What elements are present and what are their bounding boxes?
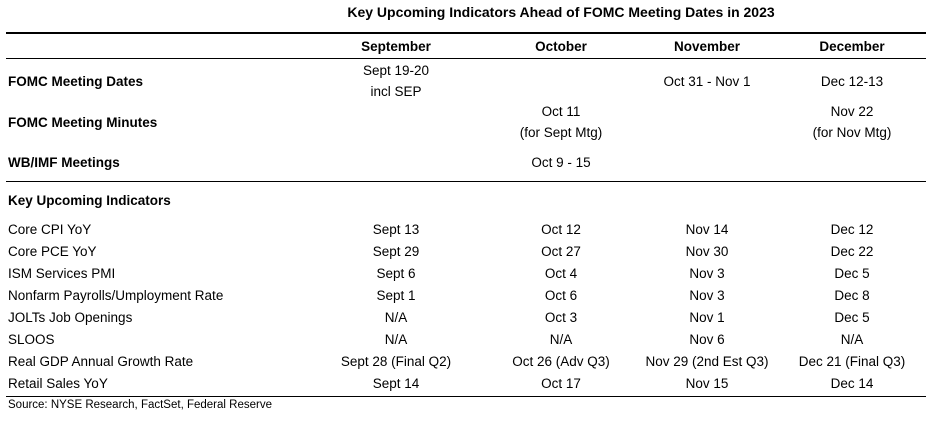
fomc-minutes-october-note: (for Sept Mtg) <box>519 125 603 140</box>
indicator-value: N/A <box>840 332 864 347</box>
indicator-value: Nov 14 <box>685 222 729 237</box>
indicator-value: N/A <box>384 310 408 325</box>
wb-imf-october: Oct 9 - 15 <box>531 155 591 170</box>
row-label-wb-imf-meetings: WB/IMF Meetings <box>8 155 120 170</box>
indicator-value: Sept 14 <box>372 376 420 391</box>
header-october: October <box>535 39 587 54</box>
top-rule <box>6 32 926 34</box>
indicator-value: Nov 6 <box>689 332 725 347</box>
table-title: Key Upcoming Indicators Ahead of FOMC Me… <box>347 4 775 20</box>
indicator-value: Sept 13 <box>372 222 420 237</box>
indicator-value: Dec 5 <box>834 310 870 325</box>
indicator-label: Nonfarm Payrolls/Umployment Rate <box>8 288 224 303</box>
indicator-value: Dec 5 <box>834 266 870 281</box>
indicator-value: Sept 1 <box>376 288 416 303</box>
indicator-label: JOLTs Job Openings <box>8 310 133 325</box>
indicator-label: Retail Sales YoY <box>8 376 108 391</box>
row-label-fomc-meeting-minutes: FOMC Meeting Minutes <box>8 115 158 130</box>
indicator-value: Oct 17 <box>541 376 581 391</box>
indicator-value: Dec 21 (Final Q3) <box>798 354 906 369</box>
indicator-label: SLOOS <box>8 332 55 347</box>
bottom-rule <box>6 396 926 397</box>
indicator-value: Oct 6 <box>544 288 578 303</box>
fomc-dates-september: Sept 19-20 <box>362 63 430 78</box>
fomc-dates-september-note: incl SEP <box>370 84 422 99</box>
fomc-dates-november: Oct 31 - Nov 1 <box>663 74 751 89</box>
indicator-value: Nov 30 <box>685 244 729 259</box>
indicator-value: Sept 29 <box>372 244 420 259</box>
indicator-value: Nov 1 <box>689 310 725 325</box>
row-label-fomc-meeting-dates: FOMC Meeting Dates <box>8 74 144 89</box>
indicator-value: Oct 26 (Adv Q3) <box>512 354 610 369</box>
indicator-label: Core PCE YoY <box>8 244 97 259</box>
indicator-value: Nov 15 <box>685 376 729 391</box>
indicator-value: Dec 22 <box>830 244 874 259</box>
section-rule <box>6 181 926 182</box>
header-november: November <box>673 39 741 54</box>
indicator-label: ISM Services PMI <box>8 266 116 281</box>
indicator-value: Dec 8 <box>834 288 870 303</box>
indicator-value: Nov 3 <box>689 266 725 281</box>
indicators-section-header: Key Upcoming Indicators <box>8 193 171 208</box>
fomc-minutes-december-note: (for Nov Mtg) <box>812 125 892 140</box>
indicator-value: Oct 12 <box>541 222 581 237</box>
indicator-value: Oct 4 <box>544 266 578 281</box>
indicator-value: Nov 29 (2nd Est Q3) <box>645 354 769 369</box>
indicator-label: Core CPI YoY <box>8 222 92 237</box>
indicator-value: Oct 27 <box>541 244 581 259</box>
indicator-value: Sept 28 (Final Q2) <box>340 354 452 369</box>
indicator-value: Nov 3 <box>689 288 725 303</box>
fomc-minutes-october: Oct 11 <box>541 104 581 119</box>
fomc-dates-december: Dec 12-13 <box>820 74 884 89</box>
indicator-value: Dec 12 <box>830 222 874 237</box>
indicator-value: Oct 3 <box>544 310 578 325</box>
header-december: December <box>819 39 885 54</box>
fomc-minutes-december: Nov 22 <box>830 104 874 119</box>
indicator-value: Sept 6 <box>376 266 416 281</box>
indicator-value: Dec 14 <box>830 376 874 391</box>
header-september: September <box>361 39 431 54</box>
source-note: Source: NYSE Research, FactSet, Federal … <box>8 399 272 411</box>
indicator-label: Real GDP Annual Growth Rate <box>8 354 194 369</box>
indicator-value: N/A <box>549 332 573 347</box>
header-rule <box>6 58 926 59</box>
indicator-value: N/A <box>384 332 408 347</box>
